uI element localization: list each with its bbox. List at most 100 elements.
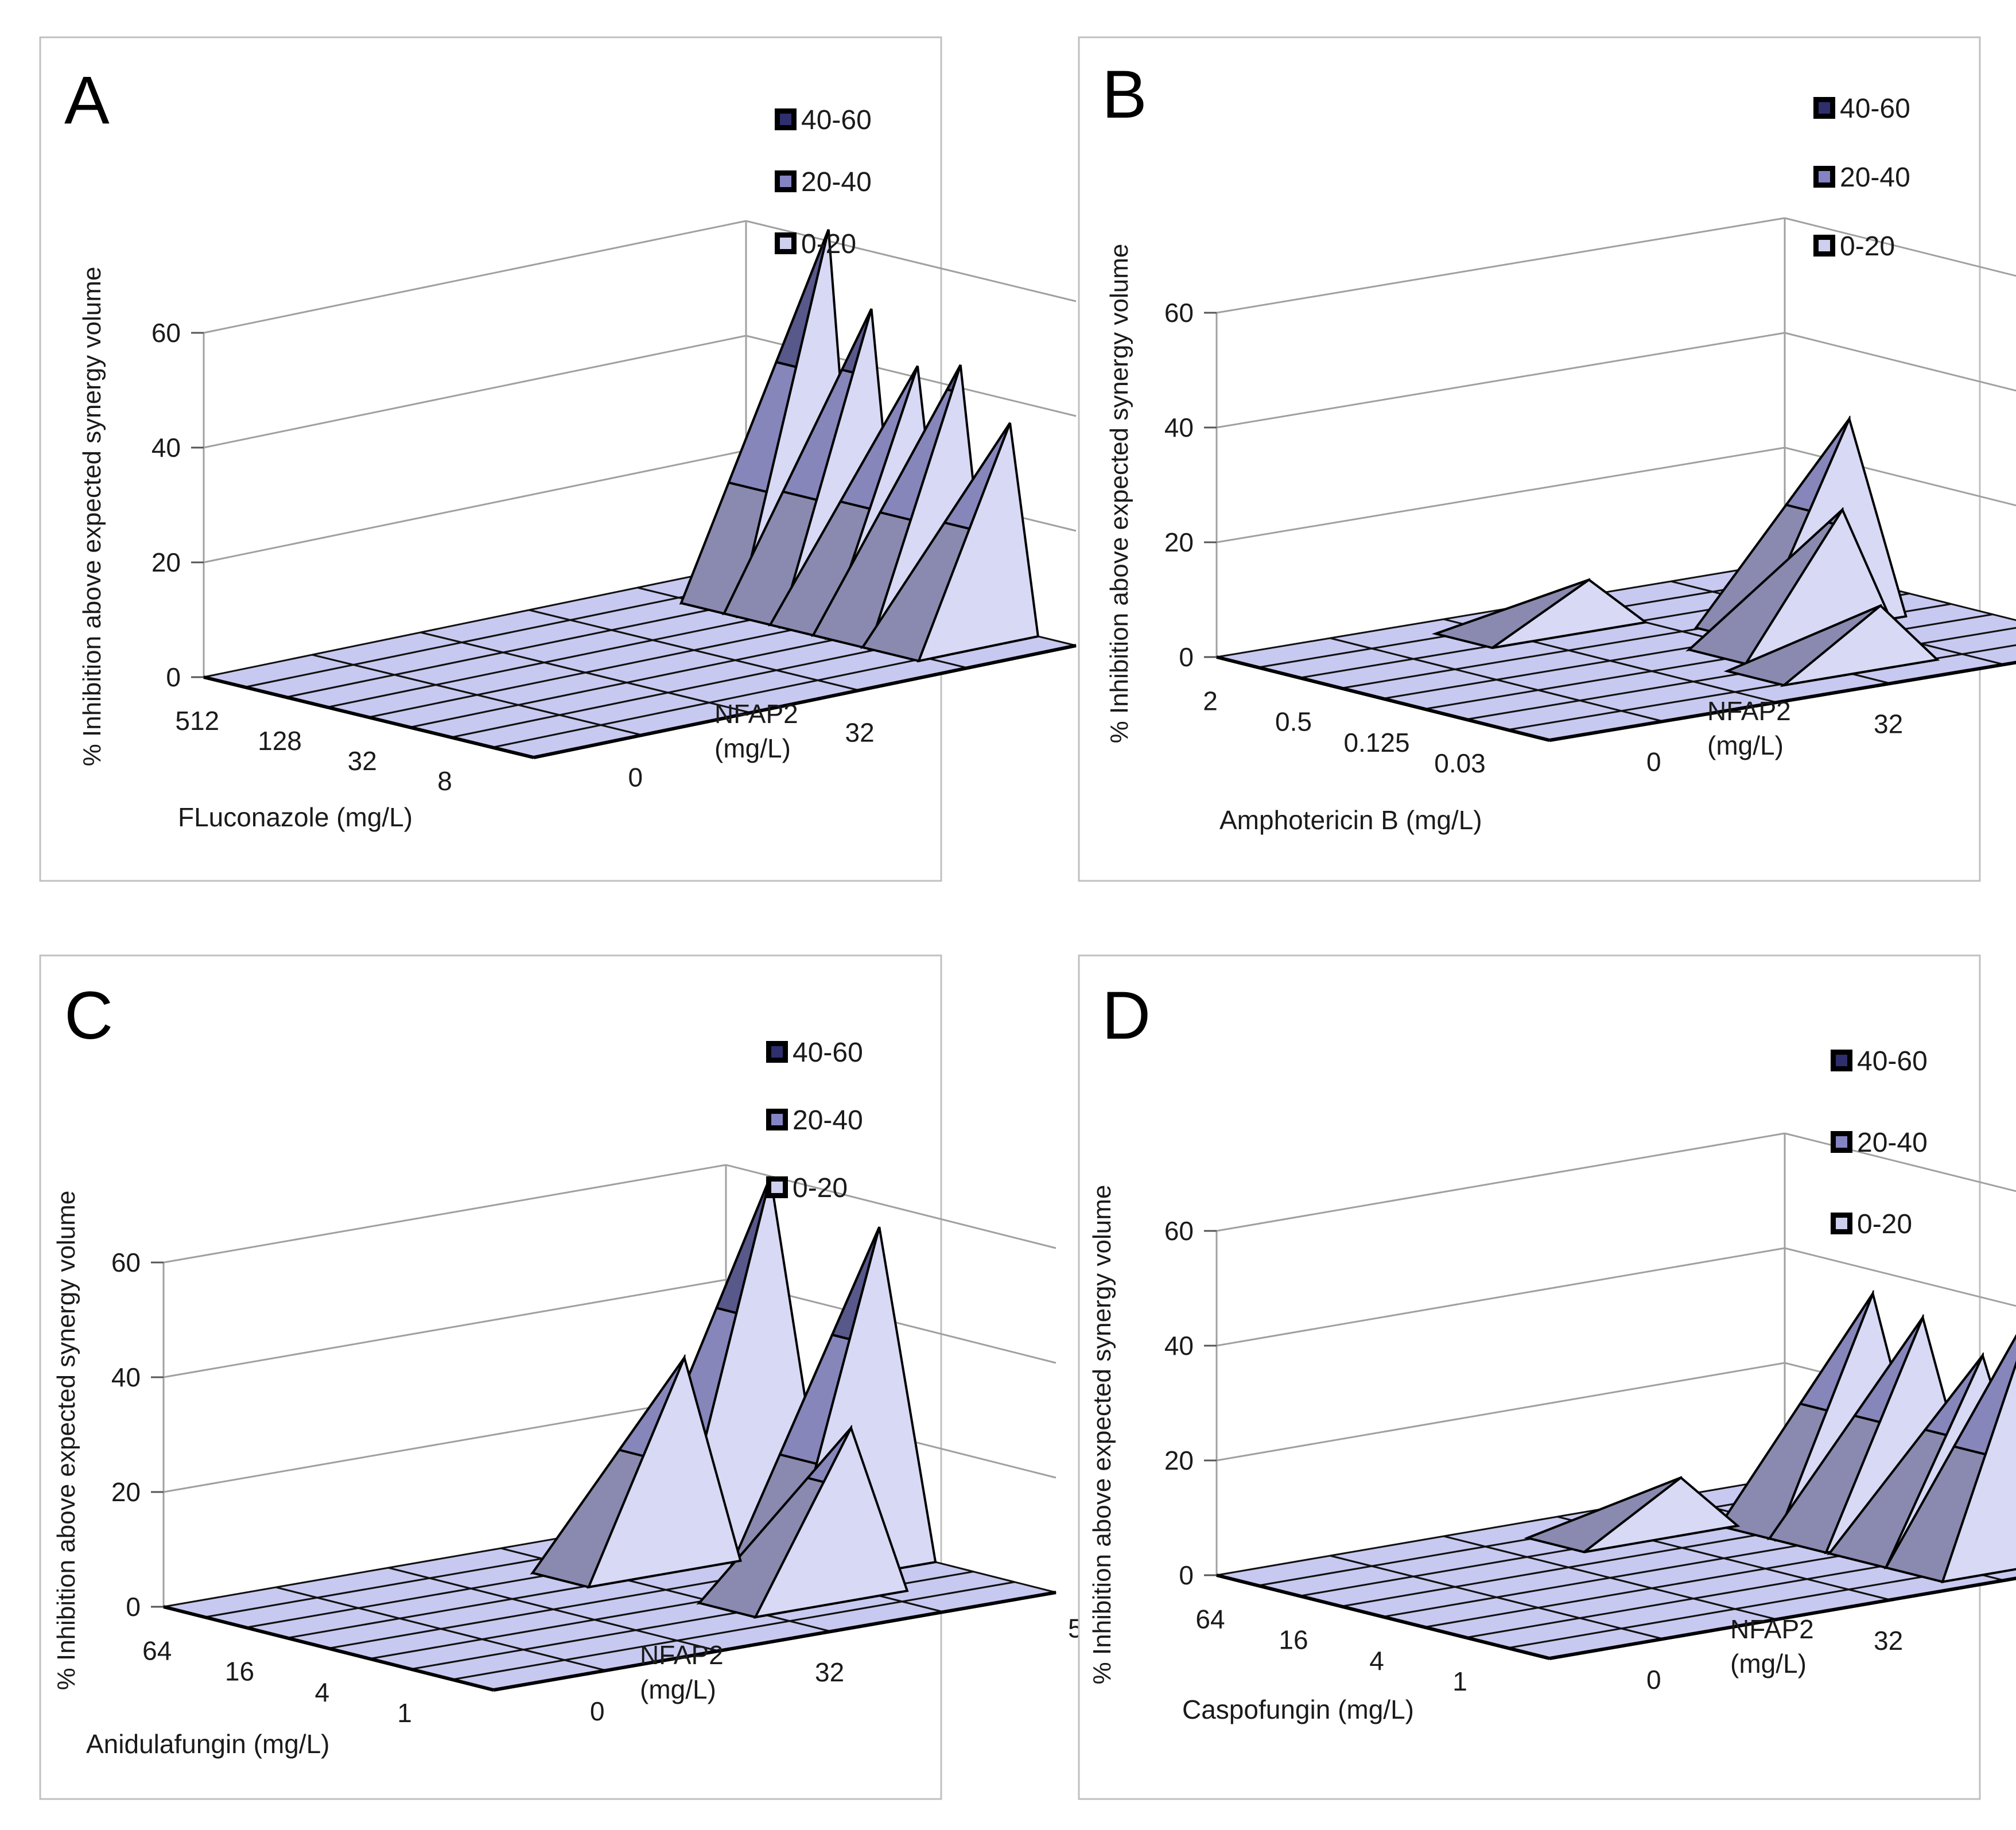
peak-band-mid	[1826, 508, 1844, 525]
z-tick-label: 0	[1646, 1665, 1661, 1695]
legend-label: 0-20	[1857, 1209, 1912, 1240]
gridline-left	[1216, 446, 1785, 543]
peak-face-right	[753, 1425, 909, 1619]
legend-label: 20-40	[793, 1105, 863, 1136]
gridline-left	[1216, 1132, 1785, 1232]
y-axis-title: % Inhibition above expected synergy volu…	[52, 1191, 80, 1691]
chart-legend: 40-60 20-40 0-20	[1813, 94, 1910, 262]
surface-peak	[1524, 1476, 1741, 1553]
legend-swatch	[1819, 102, 1830, 114]
gridline-left	[203, 220, 747, 334]
x-tick-label: 1	[397, 1698, 412, 1728]
y-tick-label: 60	[152, 318, 181, 348]
x-axis-edge	[1216, 1573, 1550, 1660]
y-axis-title: % Inhibition above expected synergy volu…	[1105, 244, 1133, 744]
gridline-left	[1216, 1362, 1785, 1462]
peak-face-right	[916, 422, 1040, 663]
chart-legend: 40-60 20-40 0-20	[775, 105, 872, 259]
z-axis-title-line2: (mg/L)	[714, 733, 791, 763]
legend-swatch	[1836, 1136, 1847, 1148]
z-axis-edge	[493, 1591, 1056, 1692]
x-tick-label: 0.03	[1434, 748, 1486, 778]
surface-peak	[1431, 578, 1649, 650]
gridline-left	[163, 1393, 727, 1493]
chart-surface	[679, 229, 1040, 663]
peak-band-dark	[840, 308, 873, 374]
gridline-right	[1784, 332, 2016, 392]
peak-band-dark	[774, 240, 828, 368]
gridline-right	[1784, 1247, 2016, 1307]
z-axis-title-line1: NFAP2	[1707, 696, 1791, 726]
z-axis-title-line1: NFAP2	[1730, 1614, 1814, 1644]
z-axis-edge	[1549, 660, 2016, 742]
y-tick-label: 0	[126, 1592, 141, 1622]
surface-peak	[1723, 604, 1940, 687]
z-axis-title-line1: NFAP2	[640, 1640, 724, 1670]
y-tick-label: 60	[111, 1248, 141, 1277]
x-axis-title: Amphotericin B (mg/L)	[1219, 805, 1482, 835]
peak-band-dark	[945, 364, 962, 393]
gridline-left	[1216, 1247, 1785, 1347]
x-axis-title: Caspofungin (mg/L)	[1182, 1695, 1414, 1724]
legend-swatch	[771, 1182, 783, 1193]
legend-label: 40-60	[793, 1038, 863, 1068]
chart-panel-a: 0 20 40 60 A 40-60 20-40 0-20 % Inhibition above…	[39, 36, 1133, 882]
z-axis-title-line2: (mg/L)	[640, 1674, 716, 1704]
x-axis-edge	[1216, 655, 1550, 742]
x-tick-label: 8	[437, 766, 452, 796]
x-tick-label: 1	[1452, 1666, 1467, 1696]
z-tick-label: 32	[845, 718, 875, 748]
gridline-right	[745, 220, 1077, 302]
z-tick-label: 0	[590, 1696, 605, 1726]
z-tick-label: 32	[1874, 1626, 1903, 1656]
legend-swatch	[1819, 240, 1830, 251]
x-axis-title: Anidulafungin (mg/L)	[86, 1729, 329, 1759]
y-tick-label: 20	[1164, 527, 1194, 557]
y-tick-label: 20	[152, 547, 181, 577]
y-tick-label: 20	[1164, 1446, 1194, 1475]
peak-band-dark	[830, 1226, 881, 1341]
y-tick-label: 60	[1164, 298, 1194, 328]
chart-legend: 40-60 20-40 0-20	[1831, 1046, 1928, 1240]
panel-label: B	[1102, 57, 1147, 133]
legend-label: 20-40	[801, 167, 872, 197]
z-axis-edge	[1549, 1576, 2016, 1660]
peak-band-mid	[942, 422, 1011, 530]
x-axis-title: FLuconazole (mg/L)	[178, 802, 413, 832]
gridline-left	[1216, 332, 1785, 429]
peak-band-mid	[1798, 1293, 1874, 1412]
chart-surface	[1431, 415, 1940, 687]
peak-face-right	[1491, 578, 1649, 649]
chart-surface	[1524, 1289, 2016, 1584]
peak-band-mid	[1952, 1334, 2016, 1456]
y-tick-label: 0	[1179, 642, 1194, 672]
legend-swatch	[780, 176, 791, 187]
peak-band-mid	[1784, 418, 1851, 512]
y-tick-label: 0	[1179, 1560, 1194, 1590]
x-axis-edge	[163, 1605, 494, 1692]
x-tick-label: 0.5	[1275, 707, 1312, 737]
y-tick-label: 60	[1164, 1216, 1194, 1246]
x-tick-label: 64	[1195, 1604, 1225, 1634]
gridline-right	[1784, 217, 2016, 277]
peak-band-mid	[1852, 1316, 1924, 1424]
z-tick-label: 0	[1646, 747, 1661, 777]
surface-peak	[530, 1354, 742, 1589]
surface-peak	[1883, 1334, 2016, 1584]
y-tick-label: 40	[1164, 413, 1194, 442]
peak-face-right	[1780, 604, 1940, 687]
z-tick-label: 32	[1874, 709, 1903, 739]
peak-band-mid	[805, 1427, 852, 1483]
gridline-left	[163, 1279, 727, 1378]
z-tick-label: 0	[628, 763, 643, 792]
legend-label: 40-60	[1857, 1046, 1928, 1077]
peak-face-right	[1583, 1476, 1741, 1553]
gridline-left	[163, 1164, 727, 1264]
legend-swatch	[780, 114, 791, 125]
x-tick-label: 32	[348, 746, 377, 776]
